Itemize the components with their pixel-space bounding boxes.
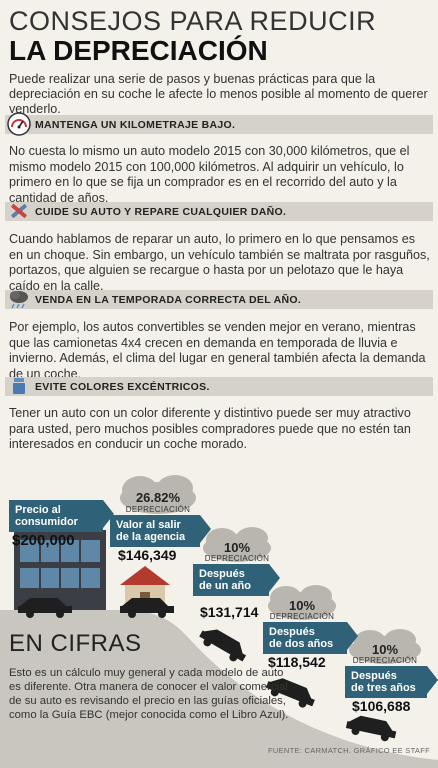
intro-text: Puede realizar una serie de pasos y buen…: [9, 72, 428, 116]
storm-cloud-icon: [10, 291, 28, 309]
car-4: [265, 678, 315, 708]
stage-pct-label-2: DEPRECIACIÓN: [125, 505, 191, 514]
building: [14, 530, 106, 610]
car-1: [18, 598, 72, 618]
stage-label-line2: de dos años: [269, 638, 334, 650]
car-5: [345, 715, 397, 742]
stage-pct-5: 10%: [371, 642, 399, 657]
stage-label-line2: de tres años: [351, 682, 416, 694]
stage-label-line1: Después: [199, 568, 245, 580]
section-heading: VENDA EN LA TEMPORADA CORRECTA DEL AÑO.: [35, 294, 302, 306]
road-slope: [0, 610, 438, 768]
stage-label-line2: consumidor: [15, 516, 78, 528]
section-text-season: Por ejemplo, los autos convertibles se v…: [9, 320, 426, 381]
section-heading: CUIDE SU AUTO Y REPARE CUALQUIER DAÑO.: [35, 206, 287, 218]
section-header-colors: EVITE COLORES EXCÉNTRICOS.: [5, 377, 433, 396]
stage-pct-label-4: DEPRECIACIÓN: [269, 612, 335, 621]
depreciation-illustration: [0, 475, 438, 768]
stage-label-line1: Valor al salir: [116, 519, 181, 531]
section-heading: MANTENGA UN KILOMETRAJE BAJO.: [35, 119, 236, 131]
stage-label-line1: Después: [269, 626, 315, 638]
stage-price-1: $200,000: [12, 532, 75, 549]
stage-price-2: $146,349: [118, 547, 177, 563]
section-text-repair: Cuando hablamos de reparar un auto, lo p…: [9, 232, 430, 293]
stage-pct-label-5: DEPRECIACIÓN: [352, 656, 418, 665]
stage-label-2: Valor al salir de la agencia: [110, 515, 211, 547]
stage-pct-2: 26.82%: [135, 490, 181, 505]
stage-label-3: Después de un año: [193, 564, 280, 596]
stage-label-line1: Después: [351, 670, 397, 682]
cloud-1: [120, 475, 196, 514]
section-heading: EVITE COLORES EXCÉNTRICOS.: [35, 381, 210, 393]
stage-pct-3: 10%: [223, 540, 251, 555]
car-3: [199, 629, 247, 662]
cloud-3: [268, 585, 336, 620]
stage-label-line1: Precio al: [15, 504, 61, 516]
stage-label-1: Precio al consumidor: [9, 500, 114, 532]
section-text-colors: Tener un auto con un color diferente y d…: [9, 406, 411, 451]
cloud-2: [203, 527, 271, 562]
cifras-text: Esto es un cálculo muy general y cada mo…: [9, 667, 289, 721]
car-2: [120, 598, 174, 618]
cloud-4: [349, 629, 421, 664]
stage-price-5: $106,688: [352, 698, 411, 714]
stage-label-5: Después de tres años: [345, 666, 438, 698]
stage-label-line2: de la agencia: [116, 531, 186, 543]
section-header-repair: CUIDE SU AUTO Y REPARE CUALQUIER DAÑO.: [5, 202, 433, 221]
stage-price-3: $131,714: [200, 604, 259, 620]
speedometer-icon: [7, 112, 31, 136]
paint-bucket-icon: [13, 378, 25, 394]
stage-label-line2: de un año: [199, 580, 251, 592]
stage-pct-4: 10%: [288, 598, 316, 613]
stage-price-4: $118,542: [268, 654, 326, 670]
section-header-mileage: MANTENGA UN KILOMETRAJE BAJO.: [5, 112, 433, 136]
title-line-1: CONSEJOS PARA REDUCIR: [9, 6, 377, 36]
section-text-mileage: No cuesta lo mismo un auto modelo 2015 c…: [9, 144, 410, 205]
cifras-heading: EN CIFRAS: [9, 630, 142, 657]
repair-tools-icon: [11, 204, 27, 218]
title-line-2: LA DEPRECIACIÓN: [9, 35, 268, 66]
section-header-season: VENDA EN LA TEMPORADA CORRECTA DEL AÑO.: [5, 290, 433, 309]
source-credit: FUENTE: CARMATCH. GRÁFICO EE STAFF: [267, 746, 430, 755]
stage-label-4: Después de dos años: [263, 622, 358, 654]
stage-pct-label-3: DEPRECIACIÓN: [204, 554, 270, 563]
